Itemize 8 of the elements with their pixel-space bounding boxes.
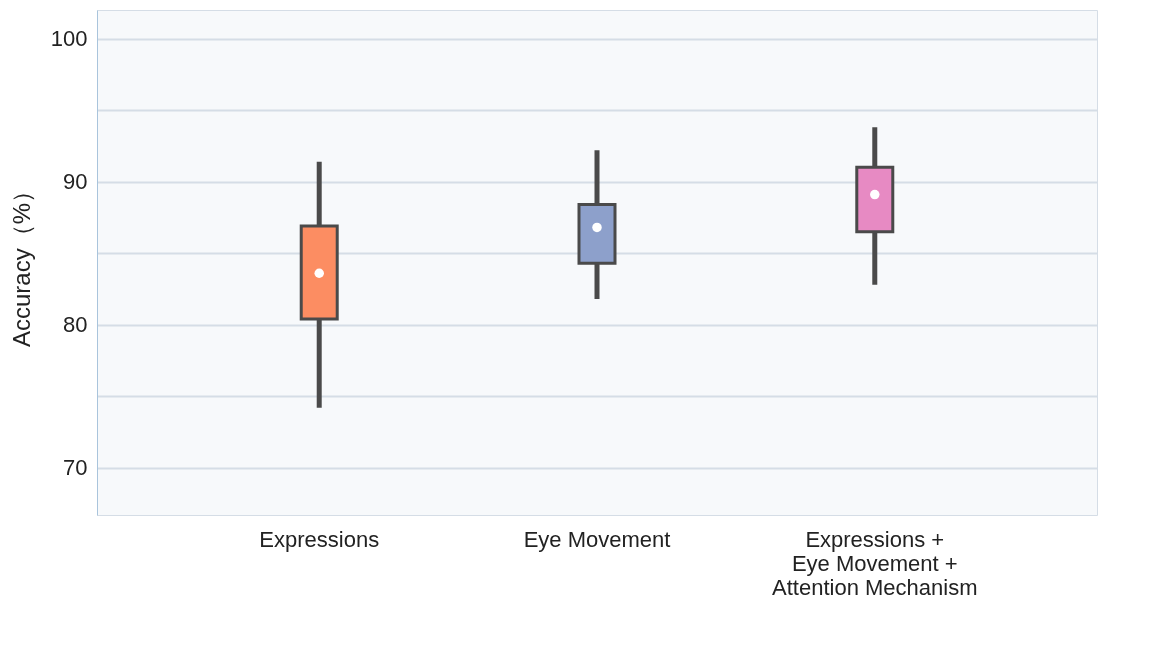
- x-tick-label: Expressions: [259, 526, 380, 552]
- x-tick-label: Eye Movement: [523, 526, 671, 552]
- y-tick-label: 90: [63, 169, 88, 195]
- y-tick-label: 80: [63, 312, 88, 338]
- y-axis-title: Accuracy（%）: [7, 178, 35, 348]
- y-tick-label: 70: [63, 455, 88, 481]
- x-tick-label: Expressions + Eye Movement + Attention Mechanism: [772, 526, 978, 600]
- y-tick-label: 100: [50, 26, 88, 52]
